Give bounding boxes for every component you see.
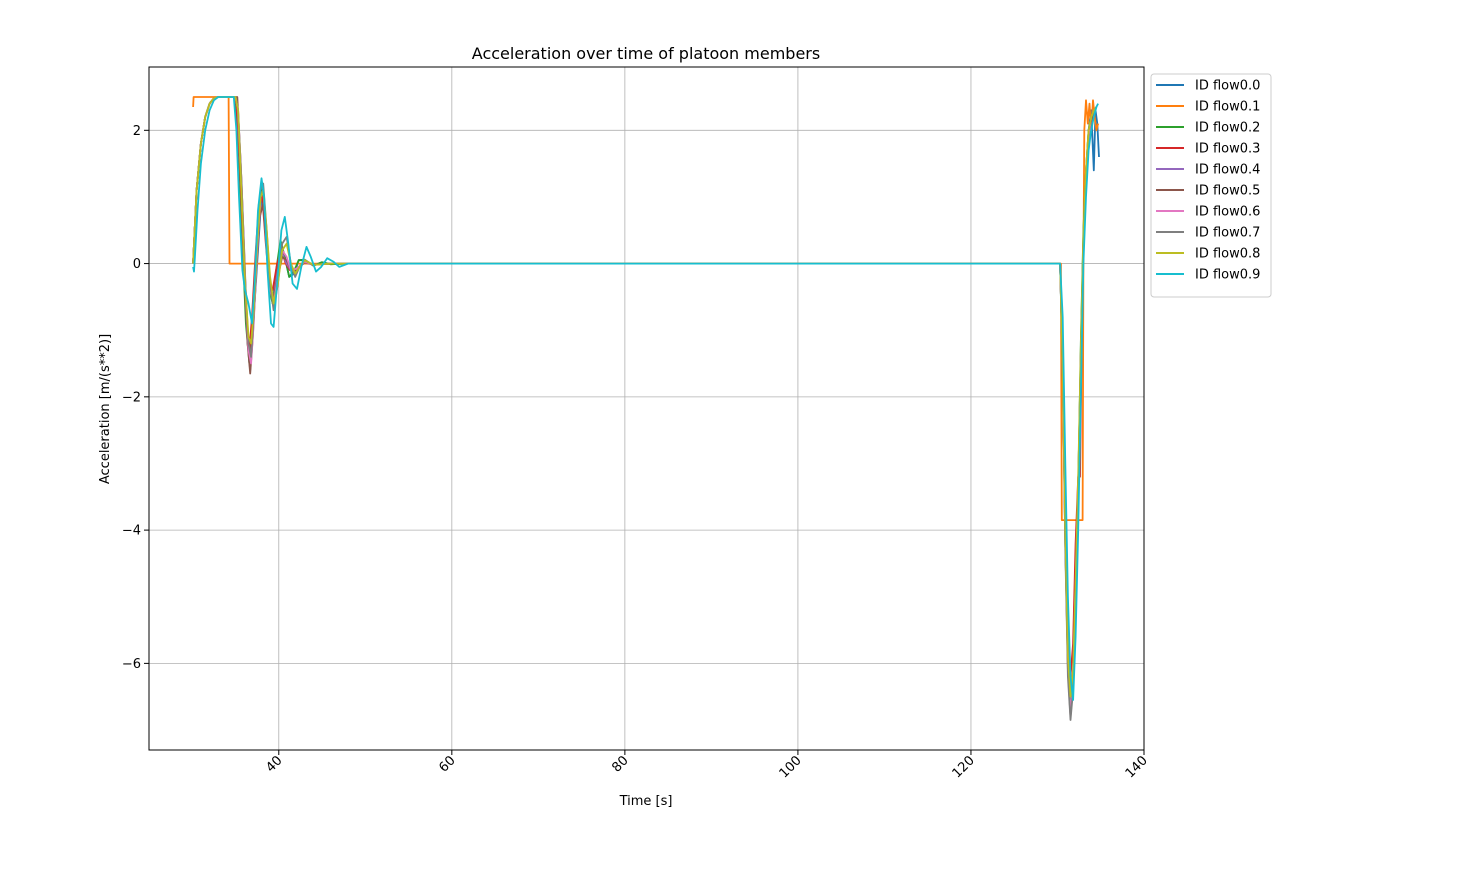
legend-label: ID flow0.5 [1195, 184, 1260, 199]
y-tick-label: 0 [133, 257, 141, 272]
y-tick-label: −6 [122, 657, 141, 672]
legend-label: ID flow0.8 [1195, 247, 1260, 262]
legend-label: ID flow0.7 [1195, 226, 1260, 241]
y-tick-label: −2 [122, 390, 141, 405]
legend-label: ID flow0.0 [1195, 79, 1260, 94]
legend-label: ID flow0.9 [1195, 268, 1260, 283]
plot-series [192, 96, 1100, 721]
y-axis-label: Acceleration [m/(s**2)] [98, 334, 113, 484]
series-line-id-flow0-1 [192, 96, 1099, 521]
legend-label: ID flow0.6 [1195, 205, 1260, 220]
legend-label: ID flow0.4 [1195, 163, 1260, 178]
y-axis-ticks: 2 0 −2 −4 −6 [122, 124, 149, 672]
x-axis-label: Time [s] [619, 794, 673, 809]
y-tick-label: 2 [133, 124, 141, 139]
legend-label: ID flow0.3 [1195, 142, 1260, 157]
series-line-id-flow0-9 [192, 96, 1099, 701]
series-line-id-flow0-8 [192, 96, 1098, 698]
plot-frame [148, 66, 1145, 751]
legend: ID flow0.0 ID flow0.1 ID flow0.2 ID flow0.3… [1150, 73, 1272, 298]
legend-label: ID flow0.2 [1195, 121, 1260, 136]
chart-title: Acceleration over time of platoon member… [472, 44, 820, 63]
legend-label: ID flow0.1 [1195, 100, 1260, 115]
y-tick-label: −4 [122, 524, 141, 539]
legend-box [1150, 73, 1272, 298]
